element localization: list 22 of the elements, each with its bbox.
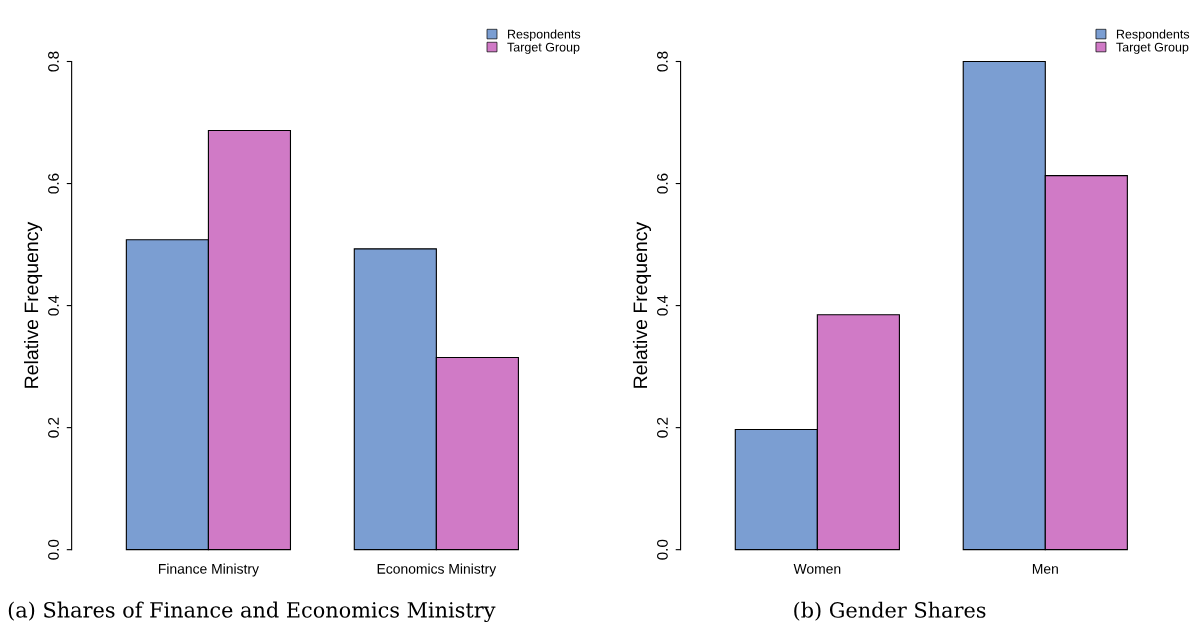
y-tick-label: 0.2 <box>657 417 668 438</box>
x-tick-label: Economics Ministry <box>377 563 497 577</box>
legend-label: Target Group <box>507 42 580 54</box>
x-tick-label: Men <box>1032 564 1058 574</box>
text: (b) Gender Shares <box>794 601 986 621</box>
y-tick-label: 0.6 <box>48 173 59 194</box>
x-tick-label: Finance Ministry <box>159 563 259 577</box>
y-tick-label: 0.2 <box>48 417 59 438</box>
y-axis-title: Relative Frequency <box>23 221 43 388</box>
x-tick-label: Women <box>793 564 841 574</box>
y-tick-label: 0.8 <box>48 51 59 72</box>
y-tick-label: 0.4 <box>48 295 59 316</box>
text: (a) Shares of Finance and Economics Ministry <box>8 601 496 623</box>
y-tick-label: 0.4 <box>657 295 668 316</box>
y-axis-title: Relative Frequency <box>632 221 652 388</box>
legend-label: Respondents <box>508 29 581 42</box>
y-tick-label: 0.8 <box>657 51 668 72</box>
y-tick-label: 0.6 <box>657 173 668 194</box>
y-tick-label: 0.0 <box>48 539 59 560</box>
legend-label: Respondents <box>1116 29 1190 42</box>
y-tick-label: 0.0 <box>657 539 668 560</box>
legend-label: Target Group <box>1116 42 1189 54</box>
